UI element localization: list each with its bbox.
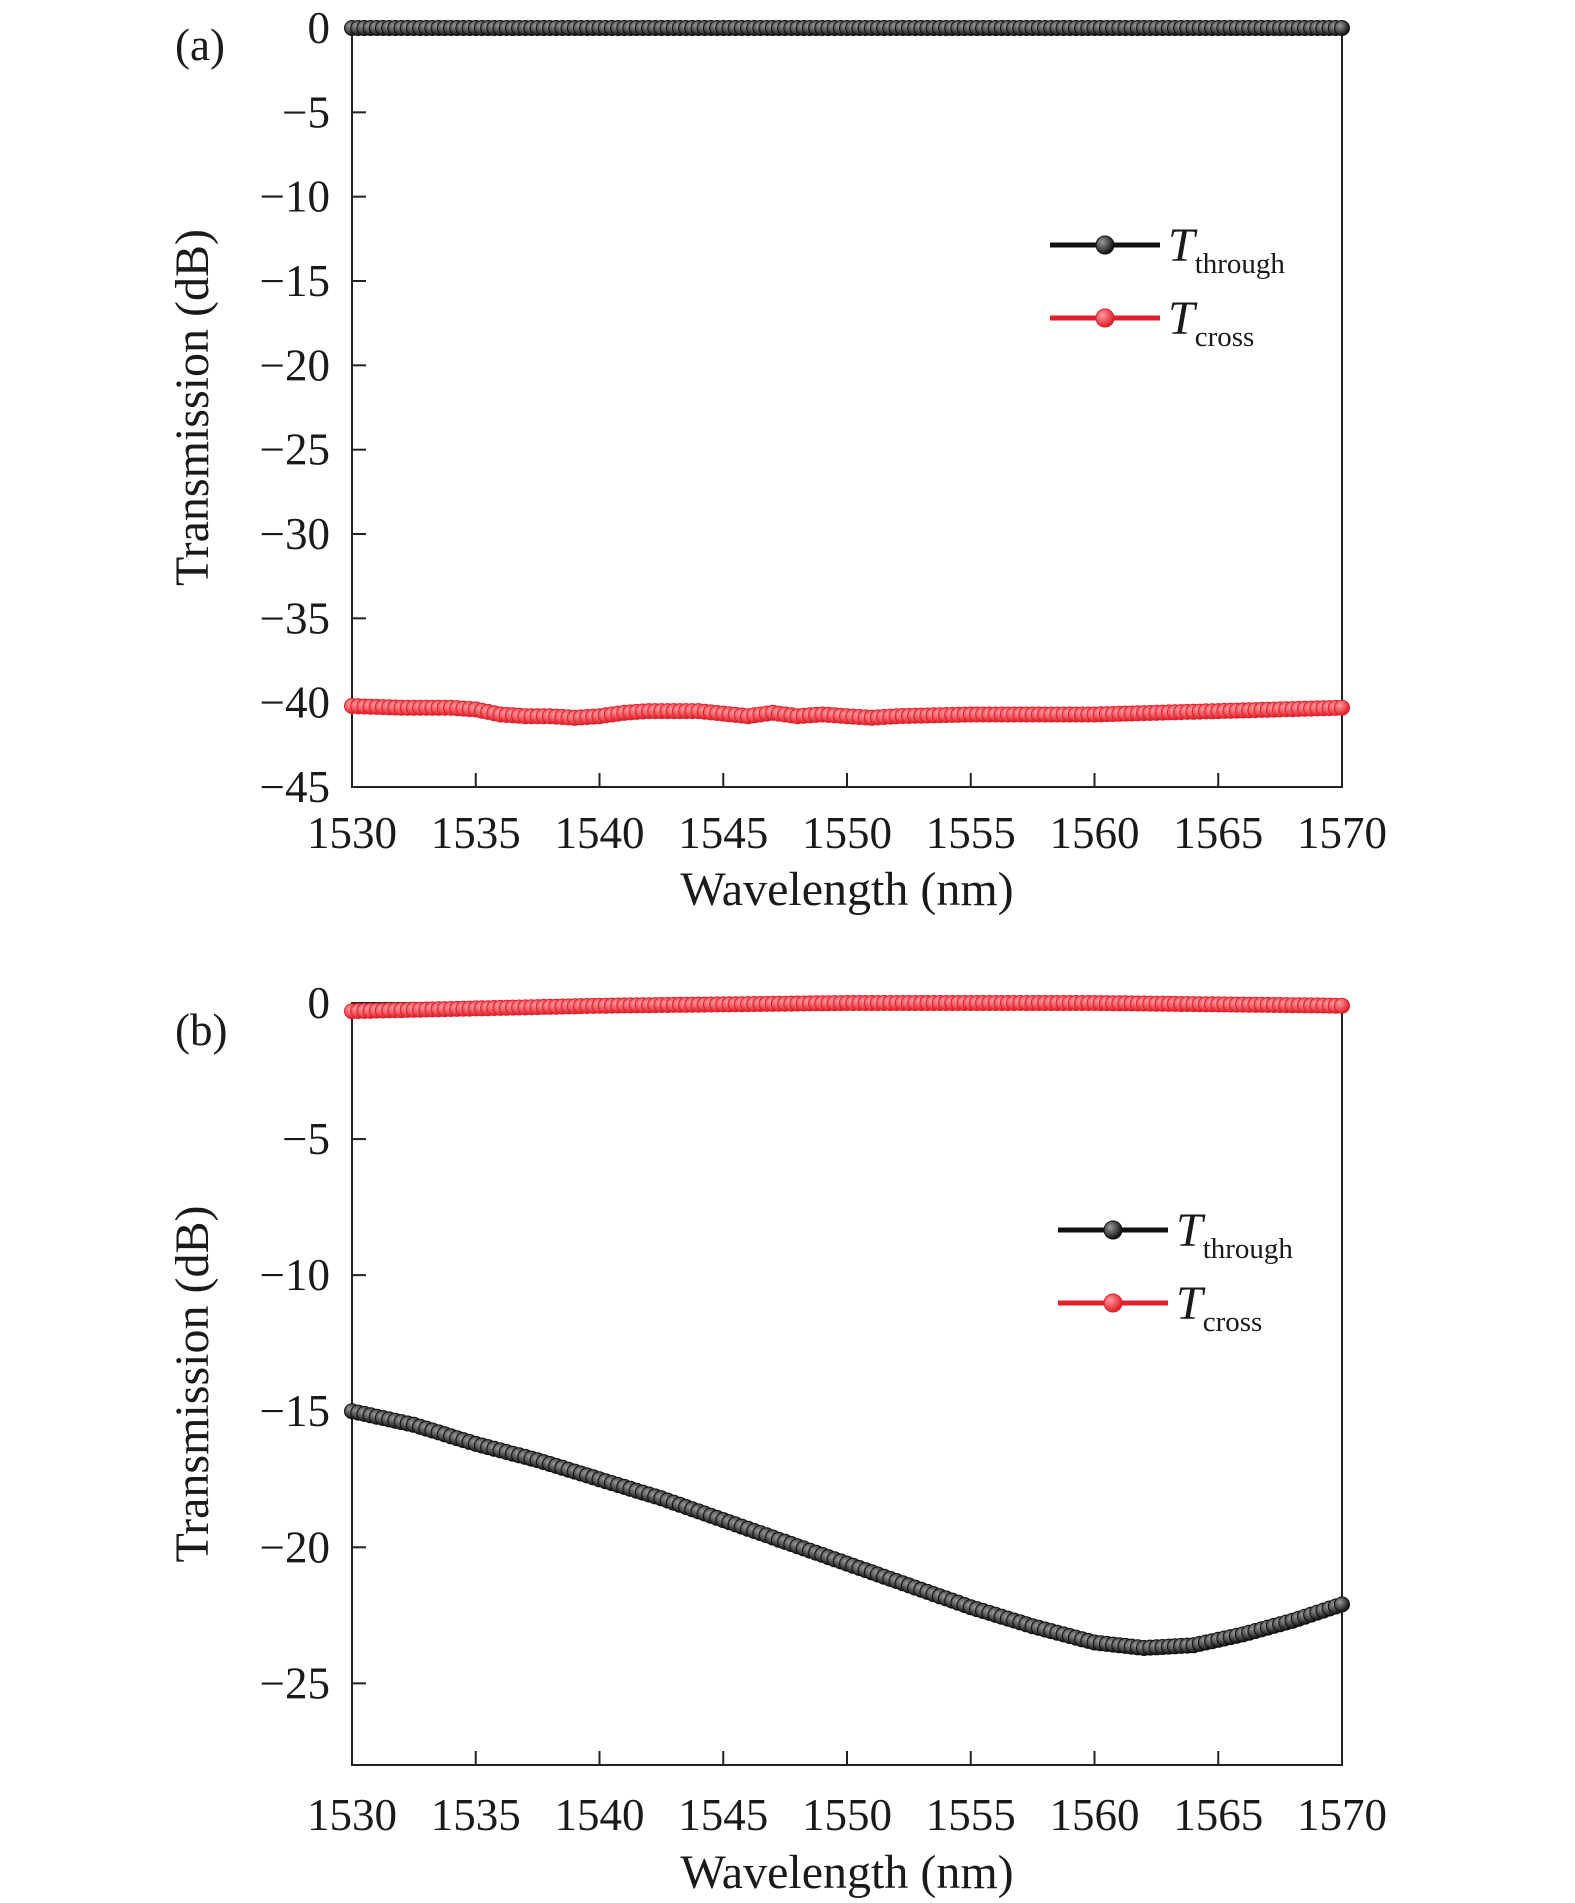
x-tick-label: 1535 <box>431 808 521 858</box>
x-tick-label: 1560 <box>1050 1790 1140 1840</box>
y-axis-title: Transmission (dB) <box>166 229 219 586</box>
legend-label-cross: Tcross <box>1168 292 1254 353</box>
x-tick-label: 1545 <box>678 1790 768 1840</box>
y-tick-label: −5 <box>282 87 330 137</box>
chart-panel-a: 1530 1535 1540 1545 1550 1555 1560 1565 1570 0 −5 −… <box>166 3 1387 916</box>
y-axis-title: Transmission (dB) <box>166 1206 219 1563</box>
x-tick-label: 1570 <box>1297 1790 1387 1840</box>
legend-subscript: through <box>1195 248 1286 280</box>
y-tick-label: −15 <box>260 1386 330 1436</box>
legend-marker-cross <box>1103 1293 1123 1313</box>
x-tick-label: 1535 <box>431 1790 521 1840</box>
y-tick-label: −30 <box>260 509 330 559</box>
legend-symbol: T <box>1176 1277 1206 1330</box>
legend-subscript: cross <box>1195 321 1255 353</box>
legend-label-through: Tthrough <box>1168 219 1285 280</box>
legend-symbol: T <box>1168 292 1198 345</box>
y-tick-label: −10 <box>260 172 330 222</box>
y-tick-label: 0 <box>308 978 331 1028</box>
y-tick-label: −45 <box>260 762 330 812</box>
y-tick-label: −40 <box>260 678 330 728</box>
legend-subscript: through <box>1203 1233 1294 1265</box>
data-point-through <box>1334 1596 1350 1613</box>
y-tick-label: −25 <box>260 1658 330 1708</box>
y-tick-label: 0 <box>308 3 331 53</box>
panel-label: (b) <box>175 1005 227 1055</box>
panel-label: (a) <box>175 20 225 70</box>
y-tick-label: −15 <box>260 256 330 306</box>
y-tick-label: −20 <box>260 340 330 390</box>
legend-subscript: cross <box>1203 1306 1263 1338</box>
y-tick-label: −5 <box>282 1114 330 1164</box>
legend-marker-cross <box>1095 308 1115 328</box>
legend-marker-through <box>1103 1220 1123 1240</box>
legend-symbol: T <box>1168 219 1198 272</box>
x-tick-label: 1550 <box>802 808 892 858</box>
x-tick-label: 1540 <box>555 808 645 858</box>
data-point-cross <box>1334 699 1350 716</box>
series-cross <box>344 995 1350 1020</box>
legend-label-cross: Tcross <box>1176 1277 1262 1338</box>
chart-panel-b: 1530 1535 1540 1545 1550 1555 1560 1565 1570 0 −5 −… <box>166 978 1387 1899</box>
x-axis-title: Wavelength (nm) <box>680 863 1013 916</box>
x-tick-label: 1565 <box>1173 808 1263 858</box>
series-cross <box>344 698 1350 726</box>
data-point-cross <box>1334 997 1350 1014</box>
x-tick-label: 1530 <box>307 808 397 858</box>
legend-symbol: T <box>1176 1204 1206 1257</box>
y-tick-label: −25 <box>260 425 330 475</box>
x-tick-label: 1555 <box>926 1790 1016 1840</box>
legend-marker-through <box>1095 235 1115 255</box>
y-tick-label: −20 <box>260 1522 330 1572</box>
series-through <box>344 20 1350 36</box>
x-axis-title: Wavelength (nm) <box>680 1846 1013 1899</box>
x-tick-label: 1555 <box>926 808 1016 858</box>
legend-label-through: Tthrough <box>1176 1204 1293 1265</box>
x-tick-label: 1560 <box>1050 808 1140 858</box>
x-tick-label: 1570 <box>1297 808 1387 858</box>
x-tick-label: 1540 <box>555 1790 645 1840</box>
y-tick-label: −35 <box>260 593 330 643</box>
plot-frame <box>351 27 1343 788</box>
series-through <box>344 1403 1350 1656</box>
y-tick-label: −10 <box>260 1250 330 1300</box>
x-tick-label: 1550 <box>802 1790 892 1840</box>
x-tick-label: 1545 <box>678 808 768 858</box>
data-point-through <box>1334 20 1350 36</box>
x-tick-label: 1530 <box>307 1790 397 1840</box>
x-tick-label: 1565 <box>1173 1790 1263 1840</box>
